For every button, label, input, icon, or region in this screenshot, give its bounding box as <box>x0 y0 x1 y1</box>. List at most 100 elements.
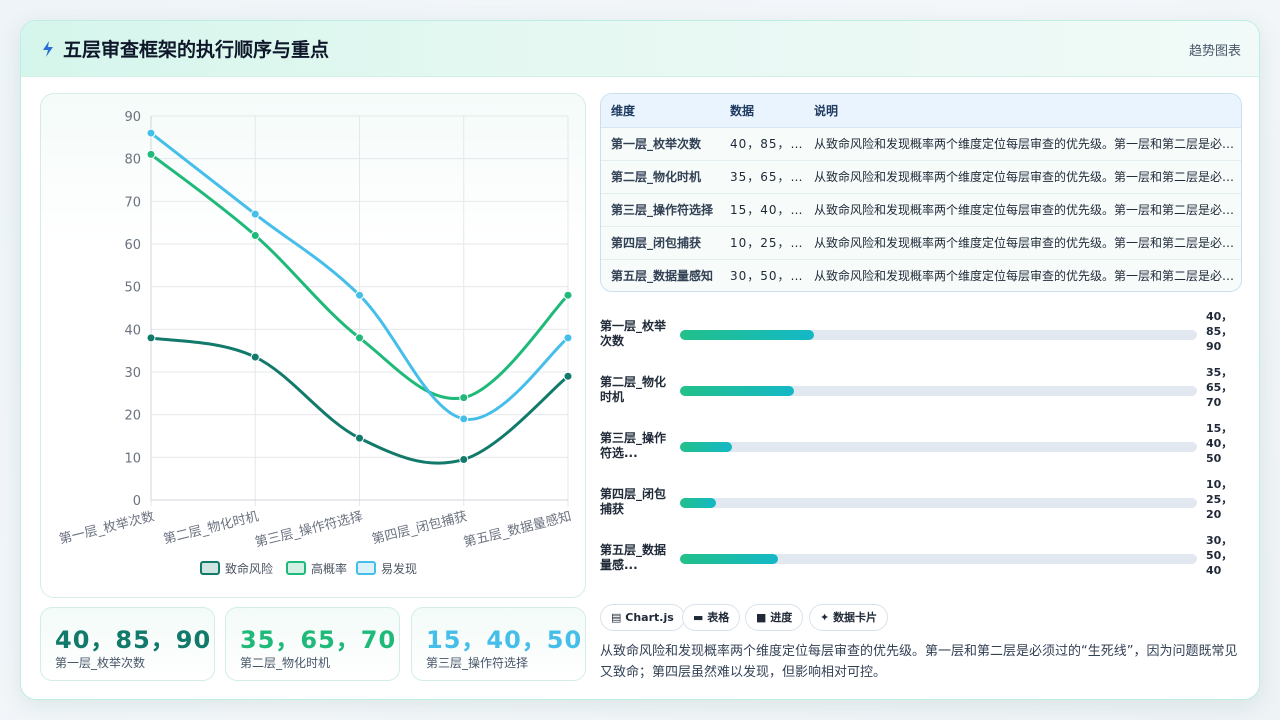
column-header-dimension: 维度 <box>601 94 720 128</box>
progress-item: 第五层_数据量感... 30，50，40 <box>600 533 1242 589</box>
progress-item: 第四层_闭包捕获 10，25，20 <box>600 477 1242 533</box>
stat-card-3: 15，40，50 第三层_操作符选择 <box>411 607 586 681</box>
cell-data: 15，40，50 <box>720 193 804 227</box>
progress-fill <box>680 554 779 564</box>
legend-label: 高概率 <box>311 561 347 576</box>
stat-value: 35，65，70 <box>240 626 397 654</box>
cell-note: 从致命风险和发现概率两个维度定位每层审查的优先级。第一层和第二层是必须过的“生死… <box>804 259 1241 291</box>
series-line-3 <box>149 131 570 421</box>
tag-label: 进度 <box>770 611 793 624</box>
data-point <box>250 352 260 362</box>
legend-label: 致命风险 <box>225 561 273 576</box>
tag-data-card[interactable]: ✦ 数据卡片 <box>809 604 889 631</box>
data-point <box>459 393 469 403</box>
table-header-row: 维度 数据 说明 <box>601 94 1241 128</box>
progress-item: 第一层_枚举次数 40，85，90 <box>600 309 1242 365</box>
cell-dimension: 第二层_物化时机 <box>601 160 720 194</box>
header-bar: 五层审查框架的执行顺序与重点 趋势图表 <box>21 21 1259 77</box>
cell-data: 10，25，20 <box>720 226 804 260</box>
y-tick-label: 20 <box>124 409 141 424</box>
progress-value: 30，50，40 <box>1206 534 1233 577</box>
progress-item: 第三层_操作符选... 15，40，50 <box>600 421 1242 477</box>
progress-fill <box>680 386 794 396</box>
progress-label: 第二层_物化时机 <box>600 375 667 404</box>
progress-list: 第一层_枚举次数 40，85，90 第二层_物化时机 35，65，70 第三层_… <box>600 301 1242 591</box>
cell-dimension: 第四层_闭包捕获 <box>601 226 720 260</box>
table-row: 第三层_操作符选择 15，40，50 从致命风险和发现概率两个维度定位每层审查的… <box>601 193 1241 227</box>
data-table: 维度 数据 说明 第一层_枚举次数 40，85，90 从致命风险和发现概率两个维… <box>601 94 1241 291</box>
tag-progress[interactable]: ■ 进度 <box>745 604 804 631</box>
progress-value: 35，65，70 <box>1206 366 1233 409</box>
data-table-panel: 维度 数据 说明 第一层_枚举次数 40，85，90 从致命风险和发现概率两个维… <box>600 93 1242 292</box>
progress-value: 40，85，90 <box>1206 310 1233 353</box>
column-header-data: 数据 <box>720 94 804 128</box>
table-row: 第一层_枚举次数 40，85，90 从致命风险和发现概率两个维度定位每层审查的优… <box>601 127 1241 161</box>
y-tick-label: 80 <box>124 153 141 168</box>
progress-track <box>680 442 1197 452</box>
data-point <box>146 128 156 138</box>
dashboard-card: 五层审查框架的执行顺序与重点 趋势图表 0 10 20 30 40 50 60 70 80 90 第… <box>20 20 1260 700</box>
data-point <box>563 371 573 381</box>
stat-label: 第三层_操作符选择 <box>426 656 529 670</box>
progress-fill <box>680 330 815 340</box>
table-row: 第二层_物化时机 35，65，70 从致命风险和发现概率两个维度定位每层审查的优… <box>601 160 1241 194</box>
stat-value: 15，40，50 <box>426 626 583 654</box>
trend-chart-label[interactable]: 趋势图表 <box>1188 44 1241 59</box>
data-point <box>146 333 156 343</box>
x-tick-label: 第四层_闭包捕获 <box>370 508 468 547</box>
line-chart-panel: 0 10 20 30 40 50 60 70 80 90 第一层_枚举次数 第二层_物化时机 第三层_操… <box>40 93 586 598</box>
cell-dimension: 第一层_枚举次数 <box>601 127 720 161</box>
sparkle-icon: ✦ <box>820 611 830 624</box>
chart-icon: ▤ <box>611 611 622 624</box>
data-point <box>146 149 156 159</box>
tag-chartjs[interactable]: ▤ Chart.js <box>600 604 685 631</box>
data-point <box>355 333 364 343</box>
progress-icon: ■ <box>756 611 767 624</box>
progress-fill <box>680 442 732 452</box>
line-chart: 0 10 20 30 40 50 60 70 80 90 第一层_枚举次数 第二层_物化时机第三层_操… <box>57 110 573 576</box>
tag-table[interactable]: ▬ 表格 <box>682 604 741 631</box>
progress-label: 第五层_数据量感... <box>600 543 667 572</box>
progress-fill <box>680 498 717 508</box>
x-tick-label: 第一层_枚举次数 <box>57 508 155 547</box>
cell-dimension: 第五层_数据量感知 <box>601 259 720 291</box>
cell-note: 从致命风险和发现概率两个维度定位每层审查的优先级。第一层和第二层是必须过的“生死… <box>804 127 1241 161</box>
y-tick-label: 50 <box>124 281 141 296</box>
y-tick-label: 30 <box>124 366 141 381</box>
progress-value: 10，25，20 <box>1206 478 1233 521</box>
y-tick-label: 90 <box>124 110 141 125</box>
cell-note: 从致命风险和发现概率两个维度定位每层审查的优先级。第一层和第二层是必须过的“生死… <box>804 160 1241 194</box>
table-row: 第四层_闭包捕获 10，25，20 从致命风险和发现概率两个维度定位每层审查的优… <box>601 226 1241 260</box>
stat-label: 第一层_枚举次数 <box>55 656 146 670</box>
x-tick-label: 第五层_数据量感知 <box>462 508 573 550</box>
x-tick-label: 第三层_操作符选择 <box>253 508 364 550</box>
tag-label: Chart.js <box>625 611 674 624</box>
cell-note: 从致命风险和发现概率两个维度定位每层审查的优先级。第一层和第二层是必须过的“生死… <box>804 193 1241 227</box>
y-tick-label: 0 <box>133 494 141 509</box>
progress-track <box>680 386 1197 396</box>
column-header-note: 说明 <box>804 94 1241 128</box>
progress-track <box>680 554 1197 564</box>
cell-dimension: 第三层_操作符选择 <box>601 193 720 227</box>
cell-note: 从致命风险和发现概率两个维度定位每层审查的优先级。第一层和第二层是必须过的“生死… <box>804 226 1241 260</box>
stat-card-1: 40，85，90 第一层_枚举次数 <box>40 607 215 681</box>
data-point <box>459 414 469 424</box>
cell-data: 30，50，40 <box>720 259 804 291</box>
y-tick-label: 60 <box>124 238 141 253</box>
progress-label: 第四层_闭包捕获 <box>600 487 667 516</box>
data-point <box>355 290 364 300</box>
y-tick-label: 10 <box>124 451 141 466</box>
y-tick-label: 70 <box>124 195 141 210</box>
legend-swatch <box>200 561 220 575</box>
page-title: 五层审查框架的执行顺序与重点 <box>63 39 330 61</box>
data-point <box>250 230 260 240</box>
progress-track <box>680 498 1197 508</box>
stat-card-2: 35，65，70 第二层_物化时机 <box>225 607 400 681</box>
progress-item: 第二层_物化时机 35，65，70 <box>600 365 1242 421</box>
table-icon: ▬ <box>693 611 704 624</box>
table-row: 第五层_数据量感知 30，50，40 从致命风险和发现概率两个维度定位每层审查的… <box>601 259 1241 291</box>
tag-label: 表格 <box>707 611 730 624</box>
data-point <box>355 433 364 443</box>
progress-label: 第一层_枚举次数 <box>600 319 667 348</box>
tag-label: 数据卡片 <box>833 611 878 624</box>
